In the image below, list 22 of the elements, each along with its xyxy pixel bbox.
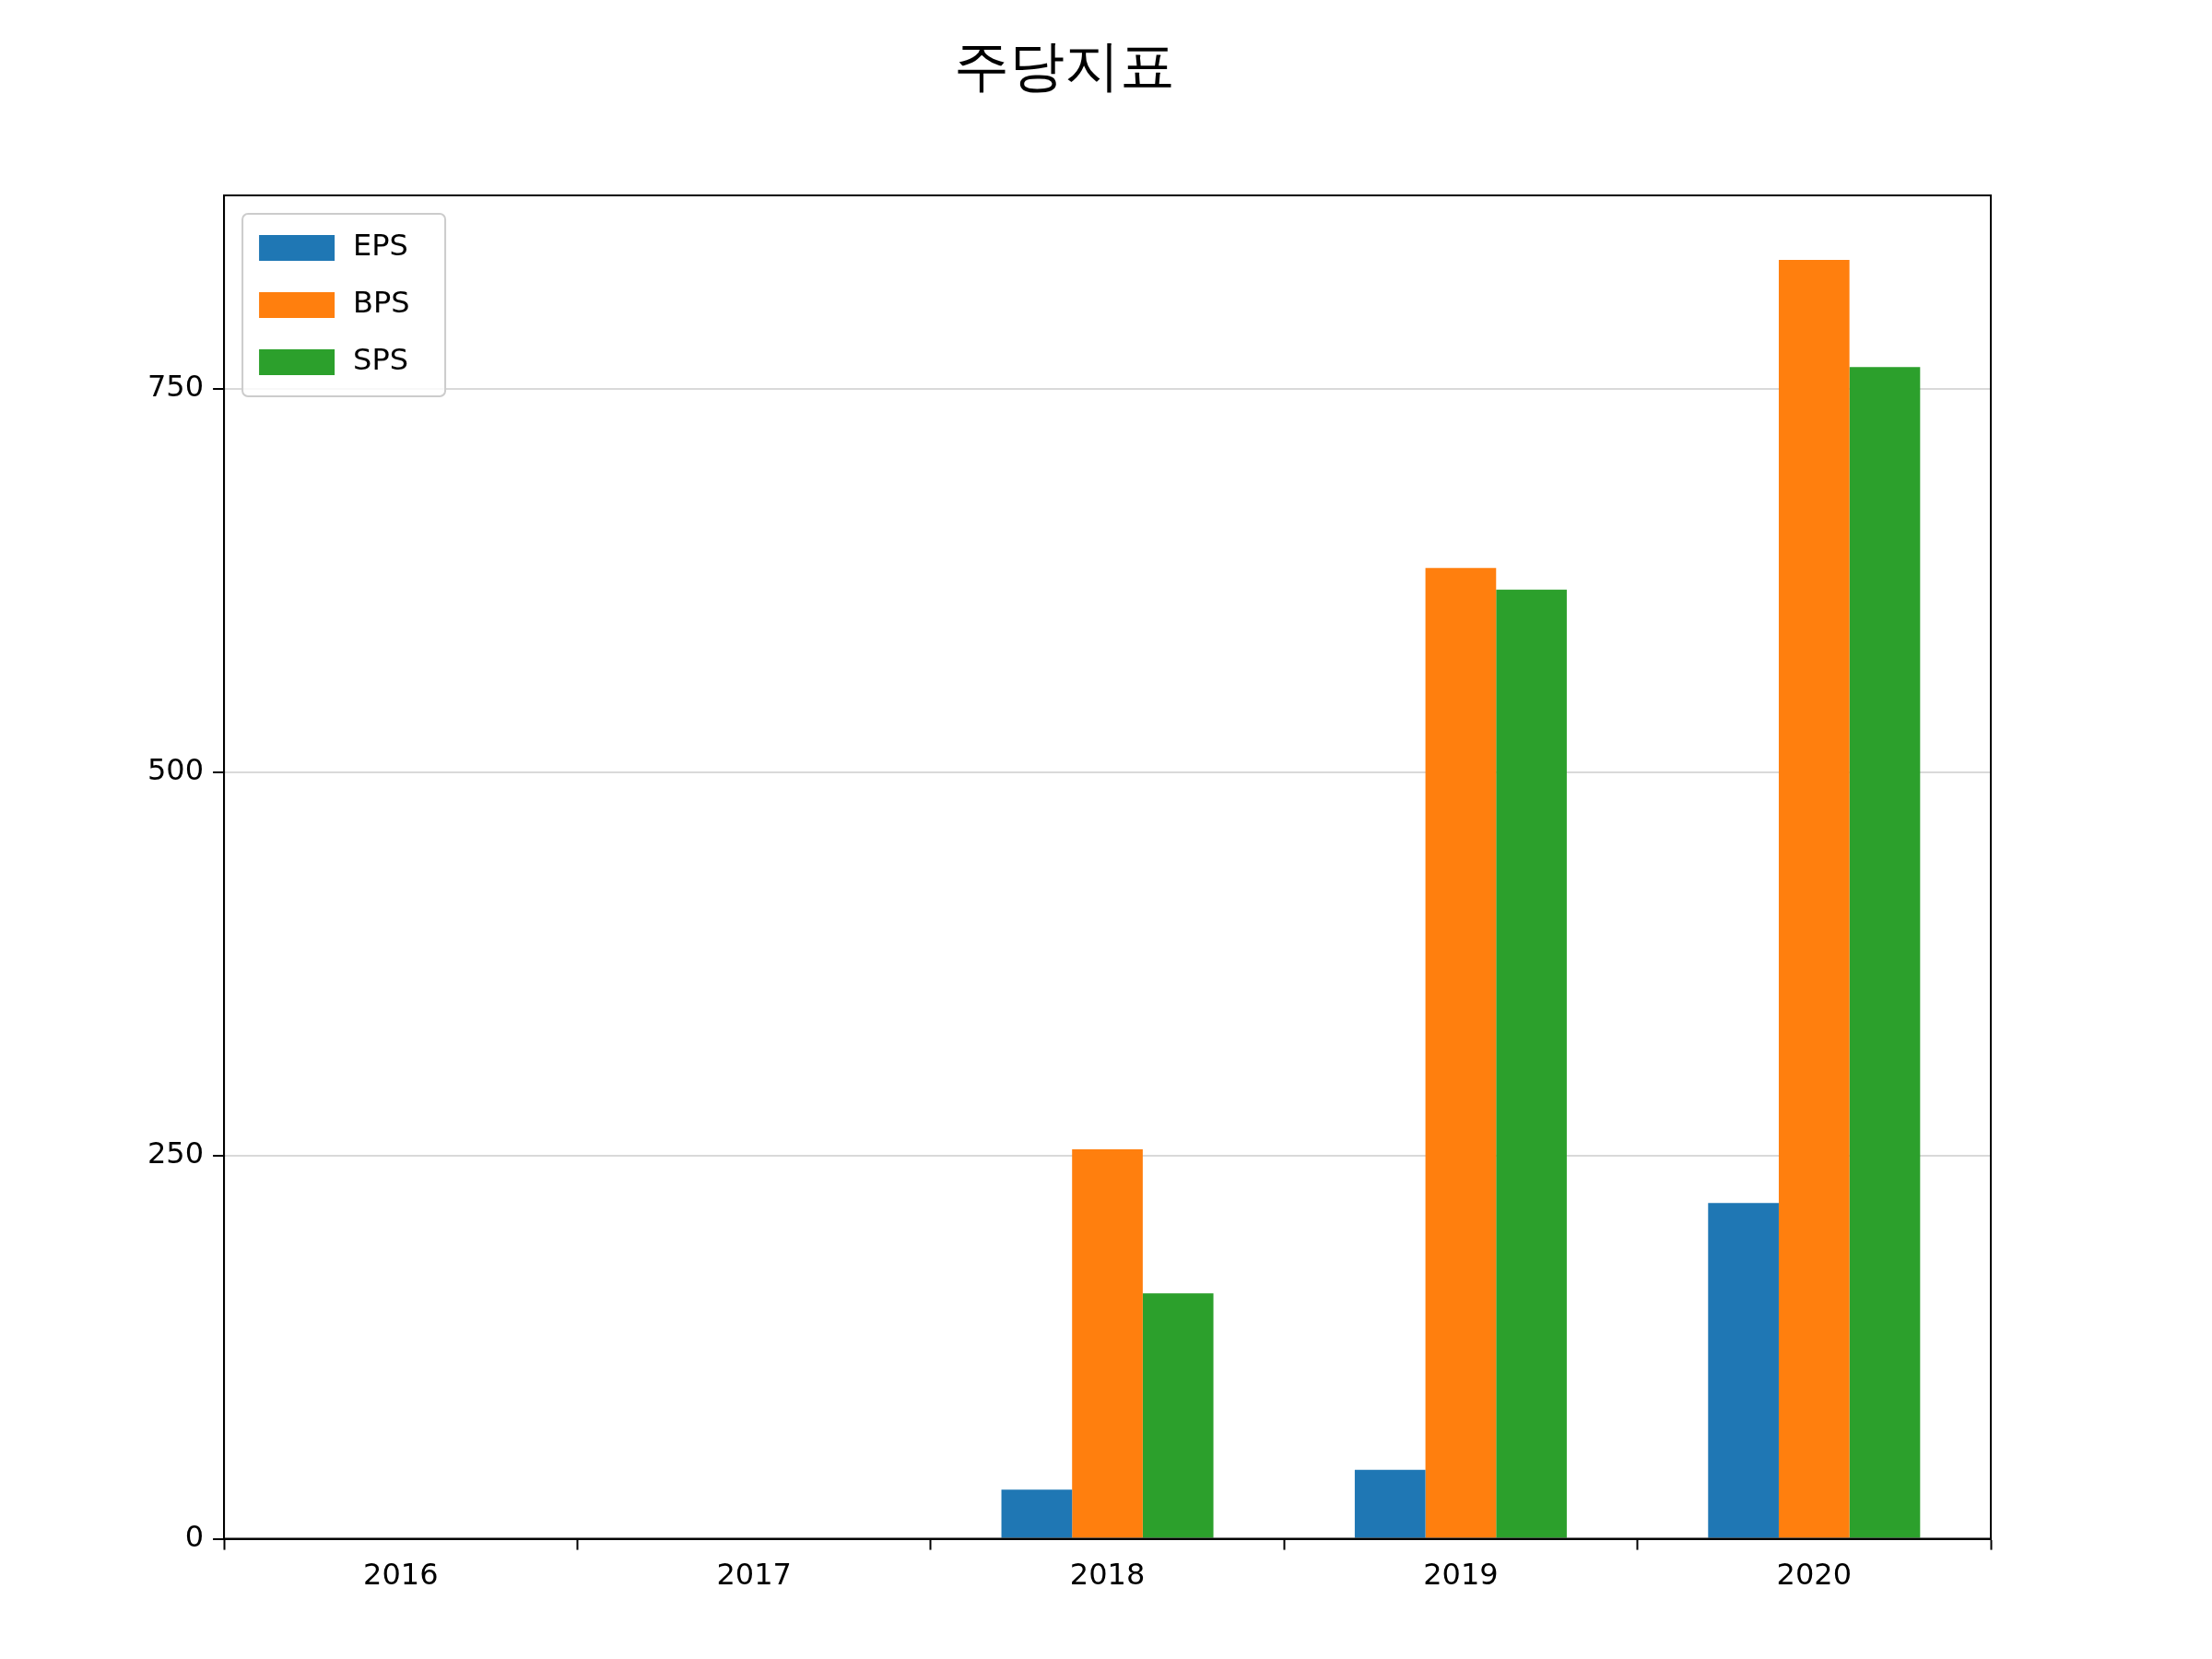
legend-label: BPS <box>353 285 410 321</box>
y-tick-label: 0 <box>184 1518 205 1554</box>
x-tick-label: 2020 <box>1776 1557 1853 1593</box>
bar <box>1425 568 1497 1538</box>
y-tick-label: 500 <box>147 751 205 787</box>
bar <box>1142 1293 1214 1538</box>
bar <box>1496 589 1567 1538</box>
legend-label: SPS <box>353 342 408 378</box>
y-tick-label: 250 <box>147 1135 205 1171</box>
bar <box>1778 259 1850 1538</box>
bar <box>1708 1203 1779 1538</box>
x-tick-label: 2017 <box>716 1557 792 1593</box>
bar <box>1001 1489 1073 1538</box>
x-tick-label: 2018 <box>1069 1557 1146 1593</box>
legend-label: EPS <box>353 228 408 264</box>
y-tick-label: 750 <box>147 368 205 404</box>
x-tick-label: 2019 <box>1423 1557 1499 1593</box>
chart-title: 주당지표 <box>954 32 1175 98</box>
bar <box>1354 1469 1426 1538</box>
bar <box>1849 367 1921 1538</box>
x-tick-label: 2016 <box>363 1557 439 1593</box>
bar <box>1072 1148 1143 1538</box>
